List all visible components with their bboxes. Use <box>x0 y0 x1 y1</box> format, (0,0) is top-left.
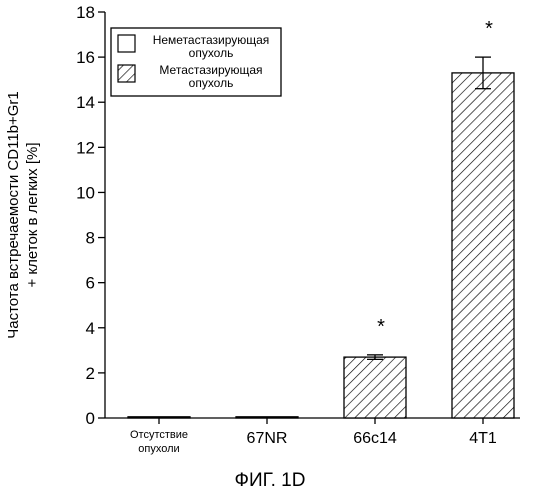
x-tick-label: 67NR <box>247 430 288 447</box>
x-tick-label: опухоли <box>138 443 179 455</box>
y-axis: 0 2 4 6 8 10 12 14 16 18 <box>76 3 105 428</box>
chart: 0 2 4 6 8 10 12 14 16 18 Отсутствие опухоли 67NR 66c… <box>0 0 540 465</box>
y-label-line: Частота встречаемости CD11b+Gr1 <box>5 91 22 339</box>
y-tick-label: 4 <box>86 319 95 338</box>
significance-marker: * <box>485 18 493 40</box>
y-tick-label: 0 <box>86 409 95 428</box>
bar <box>236 417 298 418</box>
y-tick-label: 2 <box>86 364 95 383</box>
legend: НеметастазирующаяопухольМетастазирующаяо… <box>111 28 281 96</box>
y-tick-label: 12 <box>76 138 95 157</box>
x-axis: Отсутствие опухоли 67NR 66c14 4T1 <box>105 418 520 455</box>
bar <box>452 73 514 418</box>
y-tick-label: 14 <box>76 93 95 112</box>
y-axis-label: Частота встречаемости CD11b+Gr1+ клеток … <box>5 91 41 339</box>
y-tick-label: 8 <box>86 229 95 248</box>
y-tick-label: 18 <box>76 3 95 22</box>
legend-swatch <box>118 35 135 52</box>
legend-label: опухоль <box>189 46 234 60</box>
x-tick-label: Отсутствие <box>130 429 188 441</box>
y-tick-label: 10 <box>76 183 95 202</box>
legend-label: Неметастазирующая <box>153 33 270 47</box>
significance-marker: * <box>377 316 385 338</box>
x-tick-label: 4T1 <box>469 430 497 447</box>
legend-swatch <box>118 65 135 82</box>
y-tick-label: 16 <box>76 48 95 67</box>
x-tick-label: 66c14 <box>353 430 397 447</box>
legend-label: Метастазирующая <box>159 63 262 77</box>
bar <box>128 417 190 418</box>
y-label-line: + клеток в легких [%] <box>24 142 41 287</box>
y-tick-label: 6 <box>86 274 95 293</box>
bar <box>344 357 406 418</box>
figure-caption: ФИГ. 1D <box>0 470 540 492</box>
legend-label: опухоль <box>189 76 234 90</box>
